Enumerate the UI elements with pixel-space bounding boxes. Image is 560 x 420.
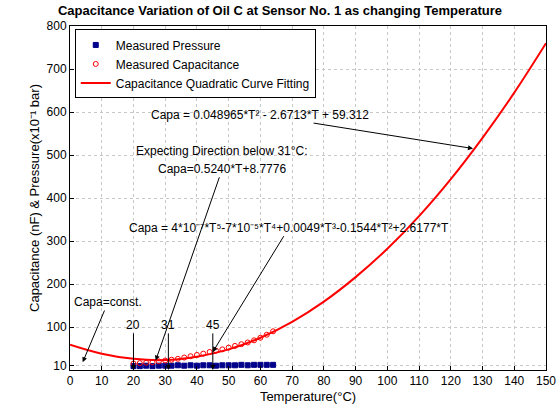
svg-text:150: 150 xyxy=(536,374,556,388)
svg-text:20: 20 xyxy=(126,318,140,332)
svg-text:90: 90 xyxy=(349,374,363,388)
svg-text:200: 200 xyxy=(47,277,67,291)
svg-text:10: 10 xyxy=(53,359,67,373)
svg-text:Capacitance (nF) & Pressure(x1: Capacitance (nF) & Pressure(x10⁻¹ bar) xyxy=(27,84,42,312)
svg-text:45: 45 xyxy=(206,318,220,332)
svg-text:60: 60 xyxy=(254,374,268,388)
svg-text:500: 500 xyxy=(47,148,67,162)
svg-text:30: 30 xyxy=(159,374,173,388)
svg-text:700: 700 xyxy=(47,62,67,76)
svg-text:600: 600 xyxy=(47,105,67,119)
svg-text:300: 300 xyxy=(47,234,67,248)
svg-text:Capacitance Variation of Oil C: Capacitance Variation of Oil C at Sensor… xyxy=(58,3,502,18)
svg-text:20: 20 xyxy=(127,374,141,388)
svg-text:800: 800 xyxy=(47,19,67,33)
svg-text:10: 10 xyxy=(95,374,109,388)
svg-text:120: 120 xyxy=(441,374,461,388)
svg-text:Measured Capacitance: Measured Capacitance xyxy=(116,58,240,72)
svg-text:Measured Pressure: Measured Pressure xyxy=(116,39,221,53)
svg-text:70: 70 xyxy=(285,374,299,388)
svg-text:130: 130 xyxy=(473,374,493,388)
svg-text:Capa=const.: Capa=const. xyxy=(74,295,142,309)
svg-text:80: 80 xyxy=(317,374,331,388)
svg-text:50: 50 xyxy=(222,374,236,388)
svg-text:Capa = 4*10⁻⁷*T⁵-7*10⁻⁵*T⁴+0.0: Capa = 4*10⁻⁷*T⁵-7*10⁻⁵*T⁴+0.0049*T³-0.1… xyxy=(129,221,449,235)
svg-text:400: 400 xyxy=(47,191,67,205)
svg-text:31: 31 xyxy=(161,318,175,332)
svg-text:100: 100 xyxy=(47,320,67,334)
svg-text:100: 100 xyxy=(377,374,397,388)
svg-text:Capacitance Quadratic Curve Fi: Capacitance Quadratic Curve Fitting xyxy=(116,77,309,91)
svg-text:Expecting Direction below 31°C: Expecting Direction below 31°C: xyxy=(136,144,308,158)
svg-text:Capa = 0.048965*T² - 2.6713*T: Capa = 0.048965*T² - 2.6713*T + 59.312 xyxy=(151,108,369,122)
svg-text:Temperature(°C): Temperature(°C) xyxy=(260,389,356,404)
svg-text:140: 140 xyxy=(504,374,524,388)
svg-text:110: 110 xyxy=(409,374,428,388)
svg-text:Capa=0.5240*T+8.7776: Capa=0.5240*T+8.7776 xyxy=(158,162,286,176)
svg-text:40: 40 xyxy=(190,374,204,388)
svg-text:0: 0 xyxy=(67,374,74,388)
